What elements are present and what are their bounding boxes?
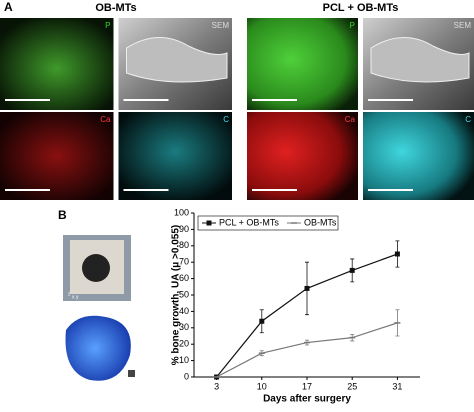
inset-axis-label: z <box>68 291 71 297</box>
image-label: SEM <box>454 21 472 30</box>
image-label: P <box>350 21 355 30</box>
micrograph <box>0 18 114 110</box>
y-tick-label: 40 <box>179 306 189 316</box>
inset-axis-label: y <box>76 294 79 300</box>
panel-label: B <box>58 208 67 222</box>
y-axis-label: % bone growth, UA (μ >0.055) <box>171 225 182 366</box>
y-tick-label: 90 <box>179 224 189 234</box>
micrograph <box>247 18 358 110</box>
image-label: C <box>223 115 229 124</box>
panel-label: A <box>4 0 13 14</box>
y-tick-label: 100 <box>174 207 189 217</box>
point <box>394 251 400 257</box>
image-label: Ca <box>100 115 111 124</box>
image-label: Ca <box>345 115 356 124</box>
y-tick-label: 50 <box>179 289 189 299</box>
group-title: OB-MTs <box>95 2 136 14</box>
y-tick-label: 80 <box>179 240 189 250</box>
legend-label: OB-MTs <box>304 217 337 227</box>
inset-axis-label: x <box>72 294 75 300</box>
point <box>259 318 265 324</box>
y-tick-label: 60 <box>179 273 189 283</box>
point <box>304 285 310 291</box>
y-tick-label: 30 <box>179 322 189 332</box>
micrograph <box>363 112 474 200</box>
legend-box <box>197 215 339 231</box>
render-cube <box>128 370 135 377</box>
x-tick-label: 31 <box>392 381 402 391</box>
point <box>349 267 355 273</box>
y-tick-label: 0 <box>184 371 189 381</box>
y-tick-label: 20 <box>179 339 189 349</box>
x-tick-label: 25 <box>347 381 357 391</box>
ct-defect <box>82 254 110 282</box>
image-label: C <box>465 115 471 124</box>
y-tick-label: 70 <box>179 257 189 267</box>
sem-structure <box>370 37 470 83</box>
micrograph <box>247 112 358 200</box>
legend-label: PCL + OB-MTs <box>219 217 279 227</box>
x-tick-label: 17 <box>302 381 312 391</box>
micrograph <box>118 112 232 200</box>
sem-structure <box>126 37 228 83</box>
micrograph <box>0 112 114 200</box>
inset-images <box>58 235 143 388</box>
x-tick-label: 10 <box>257 381 267 391</box>
x-axis-label: Days after surgery <box>263 394 351 405</box>
render-bone <box>65 315 131 381</box>
group-title: PCL + OB-MTs <box>323 2 399 14</box>
y-tick-label: 10 <box>179 355 189 365</box>
image-label: P <box>105 21 110 30</box>
point <box>206 220 212 226</box>
series-line <box>216 322 398 378</box>
x-tick-label: 3 <box>214 381 219 391</box>
image-label: SEM <box>212 21 230 30</box>
